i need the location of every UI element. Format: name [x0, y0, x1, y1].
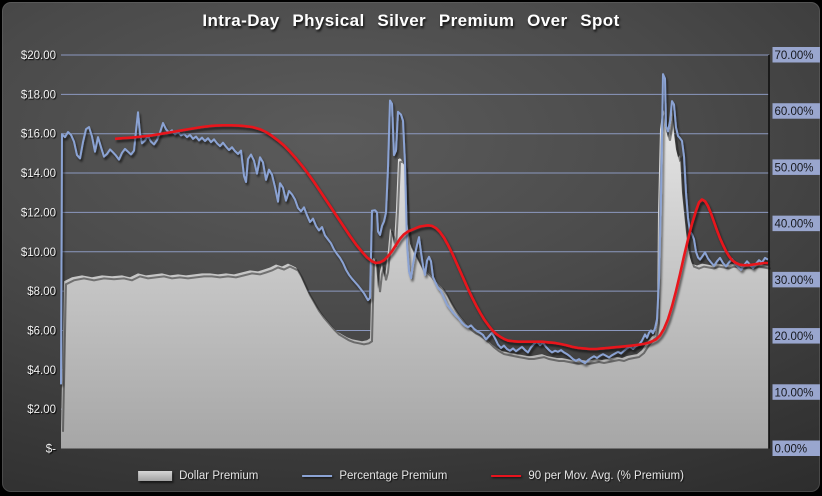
moving-average-line [114, 124, 768, 351]
left-axis-tick-label: $4.00 [27, 365, 56, 377]
series-layer [60, 73, 771, 449]
left-axis-tick-label: $12.00 [21, 207, 56, 219]
right-axis-tick-label: 30.00% [775, 275, 814, 287]
right-axis-tick-chip [772, 328, 820, 344]
left-axis-tick-label: $20.00 [21, 50, 56, 62]
right-axis-tick-chip [772, 440, 820, 456]
right-axis-tick-chip [772, 159, 820, 175]
moving-average-swatch-icon [491, 475, 522, 477]
right-axis-tick-label: 60.00% [775, 106, 814, 118]
left-axis-tick-label: $6.00 [27, 325, 56, 337]
left-axis-tick-label: $8.00 [27, 286, 56, 298]
right-axis-tick-chip [772, 384, 820, 400]
legend-label: Percentage Premium [339, 470, 448, 482]
dollar-premium-area [61, 108, 769, 449]
legend-label: Dollar Premium [179, 470, 259, 482]
chart-title: Intra-Day Physical Silver Premium Over S… [202, 11, 620, 30]
axes-layer: $20.00 $18.00 $16.00 $14.00 $12.00 $10.00 $8.0… [21, 47, 820, 456]
right-axis-tick-label: 0.00% [775, 444, 808, 456]
left-axis-tick-label: $18.00 [21, 89, 56, 101]
legend-label: 90 per Mov. Avg. (% Premium) [528, 470, 684, 482]
right-axis-tick-label: 10.00% [775, 387, 814, 399]
percentage-premium-line [60, 73, 769, 385]
right-axis-tick-label: 40.00% [775, 219, 814, 231]
dollar-premium-swatch-icon [138, 471, 173, 481]
legend-item-percentage-premium: Percentage Premium [302, 470, 447, 482]
right-axis-tick-chip [772, 103, 820, 119]
left-axis-tick-label: $16.00 [21, 129, 56, 141]
right-axis-tick-label: 20.00% [775, 331, 814, 343]
left-axis-tick-label: $2.00 [27, 404, 56, 416]
legend: Dollar Premium Percentage Premium 90 per… [138, 470, 684, 482]
right-axis-tick-label: 50.00% [775, 162, 814, 174]
left-axis-tick-label: $14.00 [21, 168, 56, 180]
right-axis-tick-chip [772, 215, 820, 232]
right-axis-tick-chip [772, 271, 820, 288]
legend-item-moving-average: 90 per Mov. Avg. (% Premium) [491, 470, 684, 482]
legend-item-dollar-premium: Dollar Premium [138, 470, 258, 482]
left-axis-tick-label: $10.00 [21, 247, 56, 259]
right-axis-tick-chip [772, 47, 820, 63]
percentage-premium-swatch-icon [302, 475, 333, 477]
left-axis-tick-label: $- [46, 444, 56, 456]
right-axis-tick-label: 70.00% [775, 50, 814, 62]
